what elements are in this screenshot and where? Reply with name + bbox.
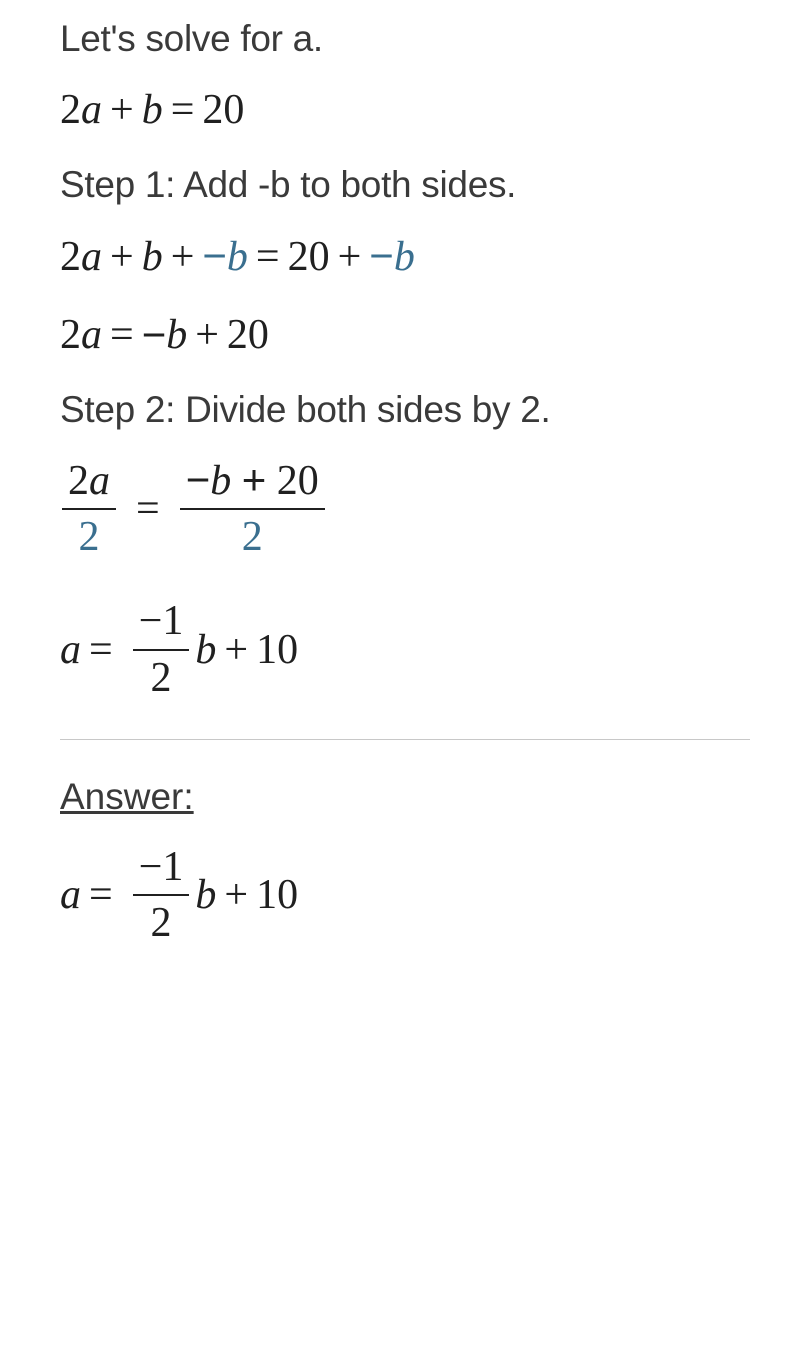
rhs-fraction: −b + 20 2 (180, 457, 325, 560)
var-b: b (195, 626, 216, 674)
step2-result: a = −1 2 b + 10 (60, 598, 750, 700)
rhs-const: 20 (202, 86, 244, 134)
var-b: b (195, 871, 216, 919)
frac-denominator: 2 (145, 896, 178, 946)
var-a: a (60, 626, 81, 674)
answer-label: Answer: (60, 776, 194, 818)
var-b: b (394, 234, 415, 280)
highlight-neg-b: −b (202, 232, 248, 281)
frac-numerator: −1 (133, 598, 190, 648)
plus-op: + (110, 233, 134, 281)
neg-half-fraction: −1 2 (133, 598, 190, 700)
var-a: a (81, 233, 102, 281)
plus-op: + (338, 233, 362, 281)
answer-equation: a = −1 2 b + 10 (60, 844, 750, 946)
coef: 2 (60, 86, 81, 134)
minus-sign: − (142, 311, 167, 359)
step1-equation: 2a + b + −b = 20 + −b (60, 232, 750, 281)
var-b: b (166, 311, 187, 359)
initial-equation: 2a + b = 20 (60, 86, 750, 134)
equals-op: = (89, 871, 113, 919)
var-a: a (81, 311, 102, 359)
frac-numerator: 2a (62, 458, 116, 508)
var-b: b (142, 233, 163, 281)
frac-numerator: −b + 20 (180, 457, 325, 508)
plus-op: + (110, 86, 134, 134)
section-divider (60, 739, 750, 740)
const-20: 20 (288, 233, 330, 281)
frac-denominator: 2 (73, 510, 106, 560)
equals-op: = (136, 485, 160, 533)
coef: 2 (60, 233, 81, 281)
coef: 2 (60, 311, 81, 359)
const-20: 20 (227, 311, 269, 359)
equals-op: = (110, 311, 134, 359)
plus-op: + (195, 311, 219, 359)
highlight-neg-b: −b (369, 232, 415, 281)
var-a: a (60, 871, 81, 919)
equals-op: = (171, 86, 195, 134)
lhs-fraction: 2a 2 (62, 458, 116, 560)
neg-half-fraction: −1 2 (133, 844, 190, 946)
plus-op: + (224, 626, 248, 674)
step1-label: Step 1: Add -b to both sides. (60, 164, 750, 206)
var-b: b (142, 86, 163, 134)
minus-sign: − (369, 232, 394, 279)
equals-op: = (89, 626, 113, 674)
const-10: 10 (256, 871, 298, 919)
frac-numerator: −1 (133, 844, 190, 894)
step1-result: 2a = −b + 20 (60, 311, 750, 359)
frac-denominator: 2 (236, 510, 269, 560)
step2-equation: 2a 2 = −b + 20 2 (60, 457, 750, 560)
step2-label: Step 2: Divide both sides by 2. (60, 389, 750, 431)
frac-denominator: 2 (145, 651, 178, 701)
plus-op: + (224, 871, 248, 919)
const-10: 10 (256, 626, 298, 674)
equals-op: = (256, 233, 280, 281)
intro-text: Let's solve for a. (60, 18, 750, 60)
var-a: a (81, 86, 102, 134)
plus-op: + (171, 233, 195, 281)
minus-sign: − (202, 232, 227, 279)
var-b: b (227, 234, 248, 280)
